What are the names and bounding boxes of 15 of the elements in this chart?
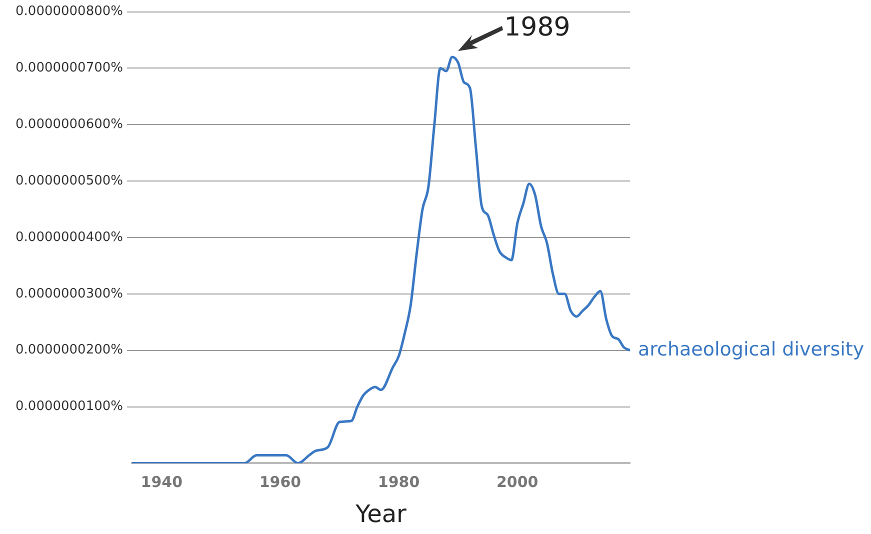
x-axis-title: Year [354,500,407,528]
y-tick-label: 0.0000000700% [16,60,123,76]
x-tick-label: 2000 [496,473,538,492]
y-tick-label: 0.0000000200% [16,342,123,358]
y-tick-label: 0.0000000600% [16,117,123,132]
y-tick-label: 0.0000000500% [16,173,123,188]
x-tick-label: 1960 [259,473,302,492]
annotation: 1989 [504,12,570,43]
series-label: archaeological diversity [638,338,864,360]
y-tick-label: 0.0000000100% [16,399,123,414]
y-tick-label: 0.0000000400% [16,230,123,245]
x-tick-label: 1980 [378,473,420,492]
x-tick-label: 1940 [140,473,183,492]
y-tick-label: 0.0000000800% [16,4,123,20]
y-tick-label: 0.0000000300% [16,286,123,302]
